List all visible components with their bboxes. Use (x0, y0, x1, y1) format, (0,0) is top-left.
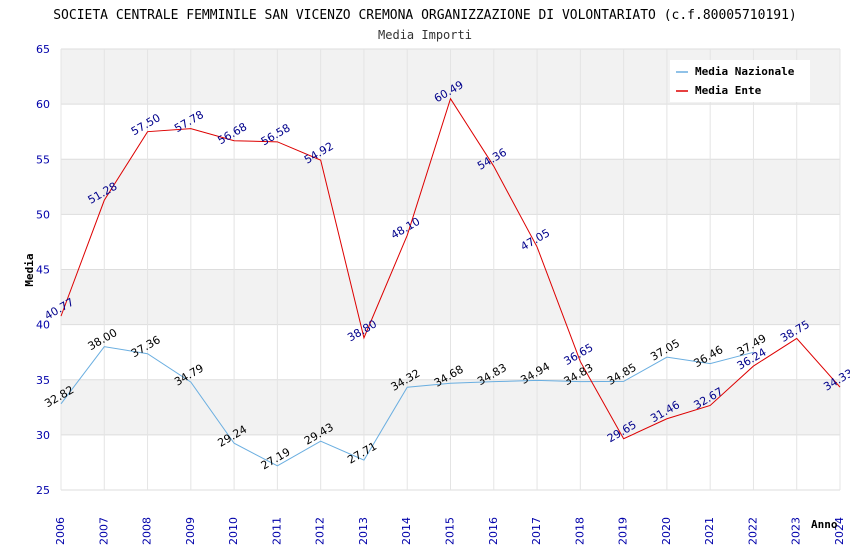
legend-box (670, 60, 810, 102)
legend: Media Nazionale Media Ente (670, 60, 810, 102)
x-tick-label: 2022 (746, 517, 759, 545)
x-tick-label: 2006 (54, 517, 67, 545)
x-axis-ticks: 2006 2007 2008 2009 2010 2011 2012 2013 2014 2015… (54, 517, 846, 545)
x-tick-label: 2019 (617, 517, 630, 545)
series-line-media-nazionale (60, 346, 754, 467)
y-tick-label: 45 (36, 264, 50, 277)
y-tick-label: 40 (36, 319, 50, 332)
x-tick-label: 2013 (357, 517, 370, 545)
x-tick-label: 2017 (530, 517, 543, 545)
x-tick-label: 2024 (833, 517, 846, 545)
x-tick-label: 2018 (573, 517, 586, 545)
y-tick-label: 60 (36, 98, 50, 111)
x-tick-label: 2012 (314, 517, 327, 545)
y-axis-ticks: 25 30 35 40 45 50 55 60 65 (36, 43, 50, 497)
x-tick-label: 2009 (184, 517, 197, 545)
x-tick-label: 2014 (400, 517, 413, 545)
x-tick-label: 2010 (227, 517, 240, 545)
y-tick-label: 50 (36, 208, 50, 221)
x-tick-label: 2015 (444, 517, 457, 545)
x-tick-label: 2011 (270, 517, 283, 545)
y-axis-label: Media (23, 253, 36, 286)
y-tick-label: 55 (36, 153, 50, 166)
x-tick-label: 2007 (97, 517, 110, 545)
series-line-media-ente (60, 97, 841, 440)
y-tick-label: 65 (36, 43, 50, 56)
legend-label-media-nazionale: Media Nazionale (695, 65, 795, 78)
x-tick-label: 2020 (660, 517, 673, 545)
series-lines (60, 97, 841, 467)
x-tick-label: 2008 (141, 517, 154, 545)
y-tick-label: 25 (36, 484, 50, 497)
y-tick-label: 35 (36, 374, 50, 387)
x-tick-label: 2021 (703, 517, 716, 545)
legend-label-media-ente: Media Ente (695, 84, 762, 97)
chart-title: SOCIETA CENTRALE FEMMINILE SAN VICENZO C… (53, 8, 797, 23)
chart-subtitle: Media Importi (378, 28, 472, 42)
x-tick-label: 2016 (487, 517, 500, 545)
x-axis-label: Anno (811, 518, 838, 531)
y-tick-label: 30 (36, 429, 50, 442)
x-tick-label: 2023 (790, 517, 803, 545)
grid-lines (60, 48, 841, 491)
